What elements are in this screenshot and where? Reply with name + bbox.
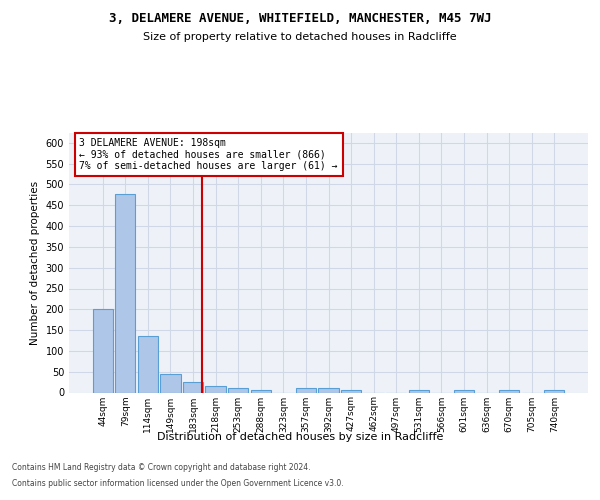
Bar	[205, 386, 226, 392]
Bar	[409, 390, 429, 392]
Text: 3, DELAMERE AVENUE, WHITEFIELD, MANCHESTER, M45 7WJ: 3, DELAMERE AVENUE, WHITEFIELD, MANCHEST…	[109, 12, 491, 26]
Bar	[138, 336, 158, 392]
Bar	[296, 388, 316, 392]
Bar	[160, 374, 181, 392]
Bar	[454, 390, 474, 392]
Bar	[228, 388, 248, 392]
Bar	[544, 390, 565, 392]
Y-axis label: Number of detached properties: Number of detached properties	[30, 180, 40, 344]
Text: 3 DELAMERE AVENUE: 198sqm
← 93% of detached houses are smaller (866)
7% of semi-: 3 DELAMERE AVENUE: 198sqm ← 93% of detac…	[79, 138, 338, 171]
Bar	[183, 382, 203, 392]
Bar	[341, 390, 361, 392]
Text: Contains public sector information licensed under the Open Government Licence v3: Contains public sector information licen…	[12, 478, 344, 488]
Text: Size of property relative to detached houses in Radcliffe: Size of property relative to detached ho…	[143, 32, 457, 42]
Text: Distribution of detached houses by size in Radcliffe: Distribution of detached houses by size …	[157, 432, 443, 442]
Bar	[319, 388, 338, 392]
Text: Contains HM Land Registry data © Crown copyright and database right 2024.: Contains HM Land Registry data © Crown c…	[12, 464, 311, 472]
Bar	[92, 310, 113, 392]
Bar	[251, 390, 271, 392]
Bar	[115, 194, 136, 392]
Bar	[499, 390, 519, 392]
